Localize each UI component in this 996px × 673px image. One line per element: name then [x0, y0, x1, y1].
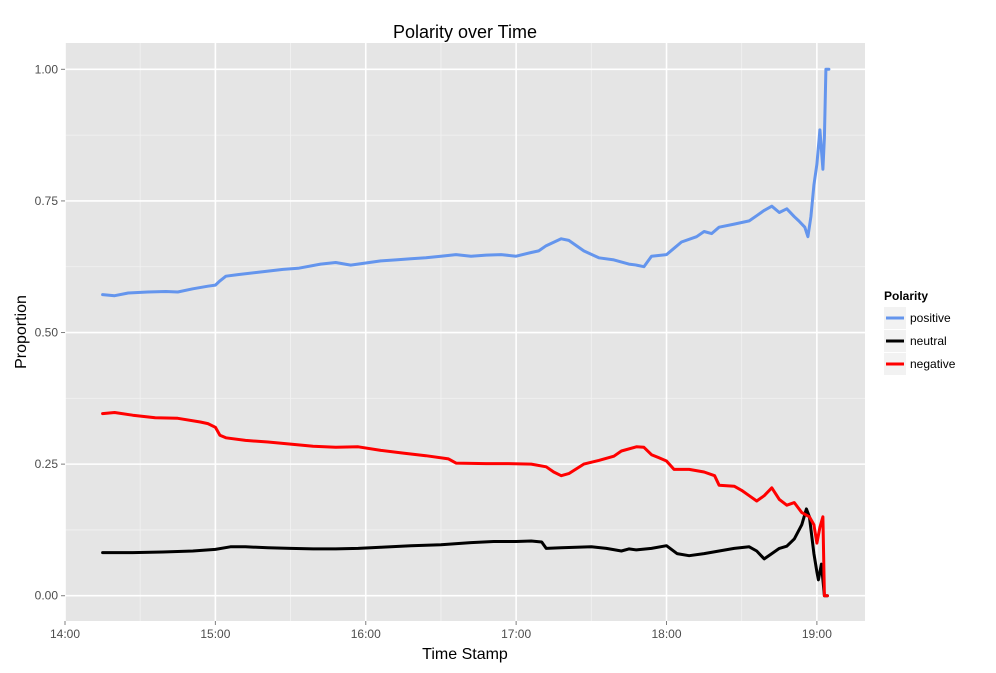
y-tick-label: 0.75	[35, 194, 59, 208]
series-line-positive	[101, 67, 831, 298]
chart-title: Polarity over Time	[393, 22, 537, 42]
legend-item-neutral: neutral	[884, 330, 947, 352]
x-axis-title: Time Stamp	[422, 646, 508, 663]
series-line-negative	[101, 411, 829, 598]
y-tick-label: 0.00	[35, 589, 59, 603]
x-axis-ticks: 14:00 15:00 16:00 17:00 18:00 19:00	[50, 621, 832, 641]
x-tick-label: 18:00	[651, 627, 681, 641]
legend: Polarity positive neutral negative	[884, 289, 956, 375]
legend-label-neutral: neutral	[910, 334, 947, 348]
legend-title: Polarity	[884, 289, 928, 303]
x-tick-label: 19:00	[802, 627, 832, 641]
x-tick-label: 14:00	[50, 627, 80, 641]
x-tick-label: 17:00	[501, 627, 531, 641]
y-tick-label: 0.25	[35, 457, 59, 471]
legend-label-negative: negative	[910, 357, 956, 371]
series-line-neutral	[101, 507, 829, 598]
legend-label-positive: positive	[910, 311, 951, 325]
major-gridlines	[64, 43, 865, 621]
legend-item-negative: negative	[884, 353, 956, 375]
legend-item-positive: positive	[884, 307, 951, 329]
series-lines	[101, 67, 831, 598]
y-axis-title: Proportion	[13, 295, 30, 369]
y-tick-label: 0.50	[35, 326, 59, 340]
x-tick-label: 16:00	[351, 627, 381, 641]
y-axis-ticks: 0.00 0.25 0.50 0.75 1.00	[35, 62, 65, 603]
x-tick-label: 15:00	[200, 627, 230, 641]
y-tick-label: 1.00	[35, 62, 59, 76]
